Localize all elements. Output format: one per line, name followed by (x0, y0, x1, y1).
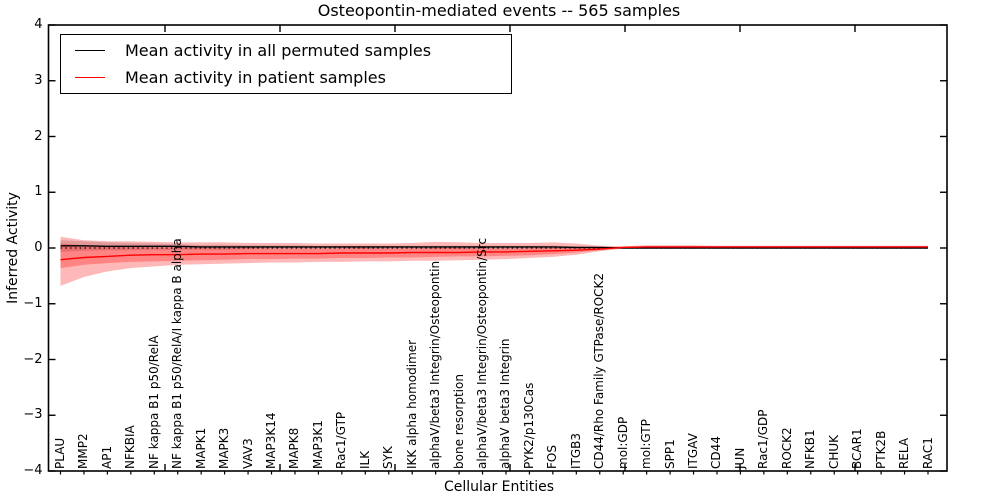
y-tick-label: 1 (34, 184, 43, 200)
y-tick-label: 0 (34, 240, 43, 255)
y-tick-label: −1 (23, 295, 43, 311)
x-category-label: ROCK2 (779, 427, 794, 469)
y-tick-label: 2 (34, 128, 43, 144)
x-category-label: JUN (732, 447, 747, 469)
x-category-label: PTK2B (873, 430, 888, 469)
legend-label-patient: Mean activity in patient samples (125, 68, 386, 87)
y-tick-label: 3 (34, 72, 43, 88)
x-category-label: NF kappa B1 p50/RelA (146, 335, 161, 469)
legend: Mean activity in all permuted samples Me… (60, 34, 512, 94)
x-category-label: IKK alpha homodimer (404, 339, 419, 469)
patient-samples-std-band-outer (60, 236, 928, 286)
x-category-label: NFKB1 (803, 429, 818, 469)
legend-entry-permuted: Mean activity in all permuted samples (61, 38, 511, 64)
x-category-label: CD44 (709, 436, 724, 469)
x-category-label: SYK (381, 446, 396, 469)
x-category-label: MAPK8 (287, 427, 302, 469)
x-axis-label: Cellular Entities (443, 479, 555, 495)
x-category-label: PLAU (53, 437, 67, 469)
legend-line-permuted-icon (75, 50, 105, 51)
x-category-label: AP1 (99, 445, 114, 469)
y-tick-label: −4 (23, 463, 43, 478)
patient-samples-std-band-inner (60, 243, 928, 269)
y-tick-label: 4 (34, 17, 43, 32)
patient-mean-line (60, 246, 928, 261)
x-category-label: ITGAV (686, 433, 701, 469)
x-category-label: ITGB3 (568, 432, 583, 469)
x-category-label: alphaV/beta3 Integrin/Osteopontin/Src (475, 237, 490, 469)
x-category-label: Rac1/GDP (756, 409, 771, 469)
x-category-label: SPP1 (662, 439, 677, 469)
x-category-label: MMP2 (76, 433, 91, 469)
permuted-mean-line (60, 245, 928, 249)
x-category-label: alphaV beta3 Integrin (498, 338, 513, 469)
x-category-label: RELA (897, 437, 912, 469)
x-category-label: MAPK1 (193, 427, 208, 469)
legend-entry-patient: Mean activity in patient samples (61, 65, 511, 91)
x-category-label: mol:GTP (639, 419, 654, 469)
x-category-label: MAPK3 (217, 427, 232, 469)
x-category-label: RAC1 (920, 437, 935, 469)
x-category-label: VAV3 (240, 438, 255, 469)
x-category-label: CHUK (826, 434, 841, 469)
x-category-label: PYK2/p130Cas (521, 382, 536, 469)
legend-line-patient-icon (75, 77, 105, 78)
x-category-label: CD44/Rho Family GTPase/ROCK2 (592, 272, 607, 469)
y-tick-label: −3 (23, 407, 43, 423)
x-category-label: MAP3K1 (310, 420, 325, 469)
chart-title: Osteopontin-mediated events -- 565 sampl… (317, 1, 681, 20)
x-category-label: MAP3K14 (264, 412, 278, 469)
permuted-samples-std-band (60, 240, 928, 252)
x-category-label: BCAR1 (850, 428, 865, 469)
x-category-label: mol:GDP (615, 416, 630, 469)
y-tick-label: −2 (23, 351, 43, 367)
x-category-label: alphaV/beta3 Integrin/Osteopontin (428, 260, 443, 469)
x-category-label: FOS (545, 445, 560, 469)
x-category-label: NFKBIA (123, 425, 138, 469)
legend-label-permuted: Mean activity in all permuted samples (125, 41, 432, 60)
x-category-label: ILK (357, 450, 372, 469)
x-category-label: NF kappa B1 p50/RelA/I kappa B alpha (170, 238, 185, 469)
x-category-label: Rac1/GTP (334, 411, 349, 469)
x-category-label: bone resorption (451, 374, 466, 469)
